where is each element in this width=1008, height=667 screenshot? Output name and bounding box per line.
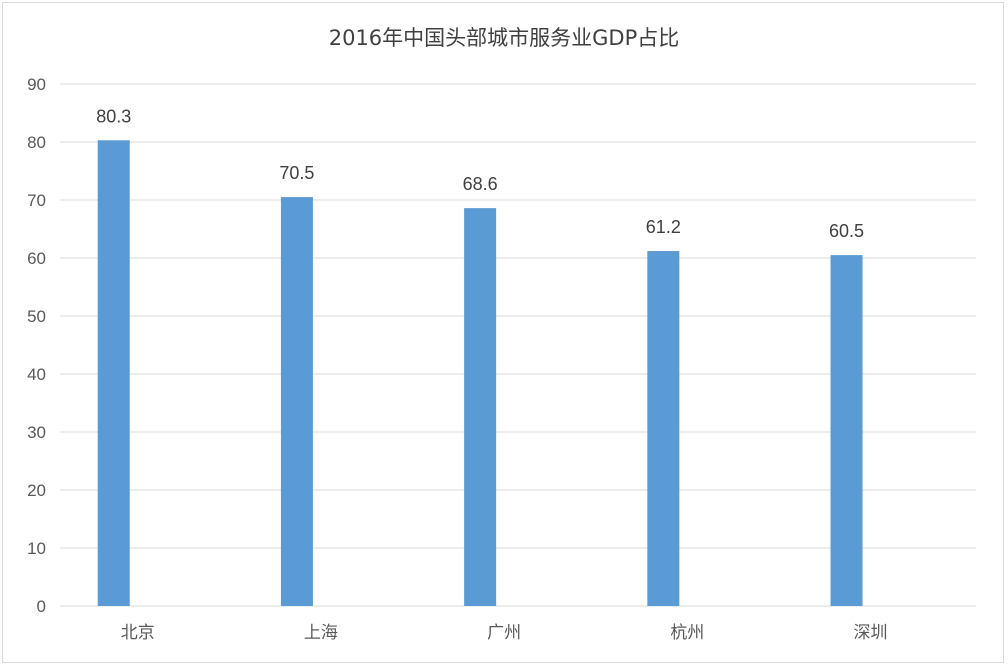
chart-title: 2016年中国头部城市服务业GDP占比 <box>328 26 680 50</box>
grid-layer <box>60 83 976 607</box>
y-tick-label: 80 <box>27 133 46 152</box>
x-category-label: 深圳 <box>854 623 888 643</box>
bar-3 <box>647 251 680 607</box>
bar-0 <box>97 140 130 606</box>
y-tick-label: 10 <box>27 539 46 558</box>
bar-4 <box>830 255 863 606</box>
data-label: 60.5 <box>829 221 864 241</box>
bar-1 <box>280 197 313 606</box>
x-category-label: 上海 <box>304 623 338 643</box>
x-axis-labels: 北京 上海 广州 杭州 深圳 <box>121 623 888 643</box>
data-label: 80.3 <box>96 106 131 126</box>
x-category-label: 北京 <box>121 623 155 643</box>
y-tick-label: 90 <box>27 75 46 94</box>
data-label: 68.6 <box>463 174 498 194</box>
y-tick-label: 0 <box>37 597 46 616</box>
y-tick-label: 50 <box>27 307 46 326</box>
data-labels: 80.3 70.5 68.6 61.2 60.5 <box>96 106 864 241</box>
data-label: 61.2 <box>646 217 681 237</box>
y-tick-label: 20 <box>27 481 46 500</box>
y-tick-label: 70 <box>27 191 46 210</box>
y-tick-label: 30 <box>27 423 46 442</box>
bar-2 <box>464 208 497 606</box>
bars <box>97 140 863 607</box>
data-label: 70.5 <box>279 163 314 183</box>
y-axis-ticks: 0 10 20 30 40 50 60 70 80 90 <box>27 75 46 616</box>
y-tick-label: 40 <box>27 365 46 384</box>
x-category-label: 广州 <box>487 623 521 643</box>
y-tick-label: 60 <box>27 249 46 268</box>
x-category-label: 杭州 <box>670 623 704 643</box>
